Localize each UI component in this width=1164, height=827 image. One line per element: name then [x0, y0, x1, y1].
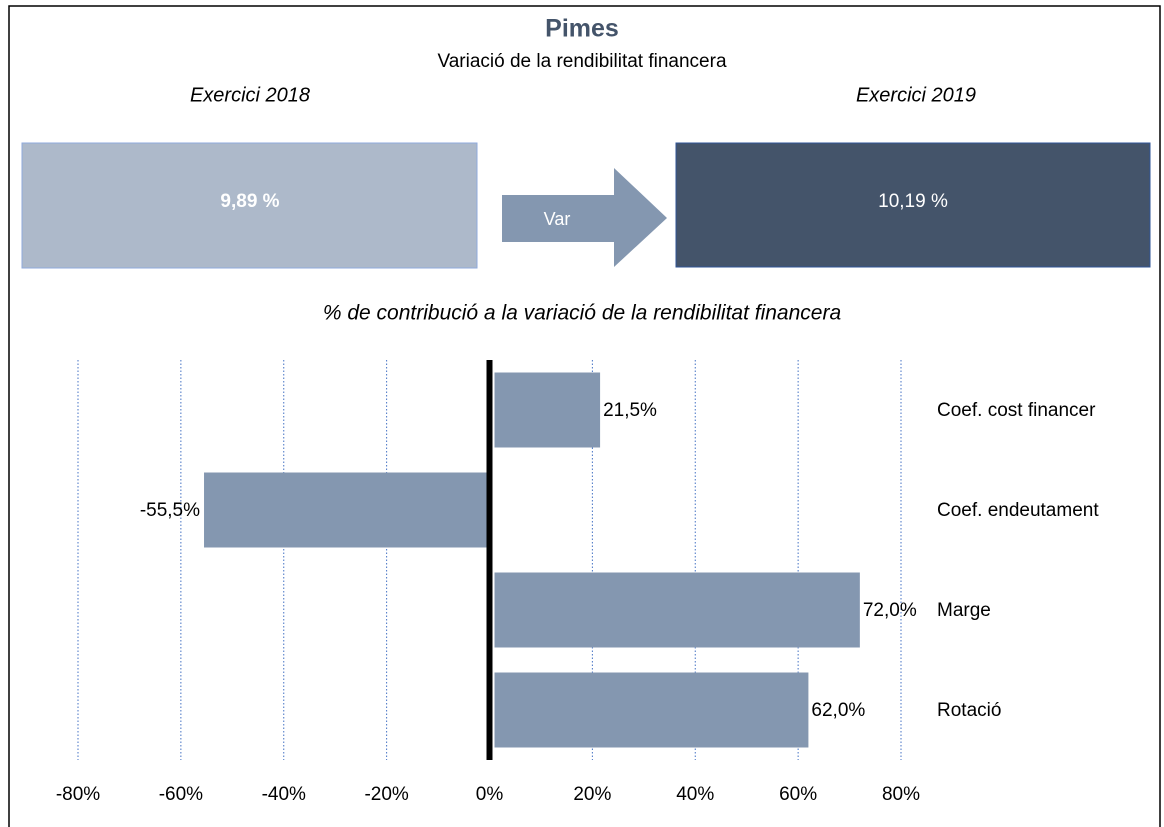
value-label: 62,0% [811, 700, 865, 721]
value-label: -55,5% [140, 500, 200, 521]
right-box [675, 142, 1151, 268]
category-label: Marge [937, 600, 991, 621]
x-tick-label: -60% [159, 784, 203, 805]
bar [494, 672, 809, 748]
x-tick-label: -20% [364, 784, 408, 805]
category-label: Coef. cost financer [937, 400, 1096, 421]
category-label: Coef. endeutament [937, 500, 1099, 521]
left-label: Exercici 2018 [190, 84, 310, 106]
chart-title: % de contribució a la variació de la ren… [323, 302, 841, 325]
x-tick-label: -80% [56, 784, 100, 805]
subtitle: Variació de la rendibilitat financera [437, 51, 726, 72]
x-tick-label: 40% [676, 784, 714, 805]
title: Pimes [545, 15, 619, 43]
left-box [21, 142, 478, 269]
left-value: 9,89 % [220, 191, 279, 212]
x-tick-label: 0% [476, 784, 504, 805]
frame [8, 5, 1161, 827]
category-label: Rotació [937, 700, 1001, 721]
bar [204, 472, 490, 548]
value-label: 21,5% [603, 400, 657, 421]
arrow [502, 168, 667, 267]
value-label: 72,0% [863, 600, 917, 621]
x-tick-label: 60% [779, 784, 817, 805]
bar [494, 572, 860, 648]
x-tick-label: 20% [573, 784, 611, 805]
right-value: 10,19 % [878, 191, 948, 212]
arrow-label: Var [544, 209, 571, 229]
x-tick-label: -40% [262, 784, 306, 805]
bar [494, 372, 601, 448]
x-tick-label: 80% [882, 784, 920, 805]
right-label: Exercici 2019 [856, 84, 976, 106]
